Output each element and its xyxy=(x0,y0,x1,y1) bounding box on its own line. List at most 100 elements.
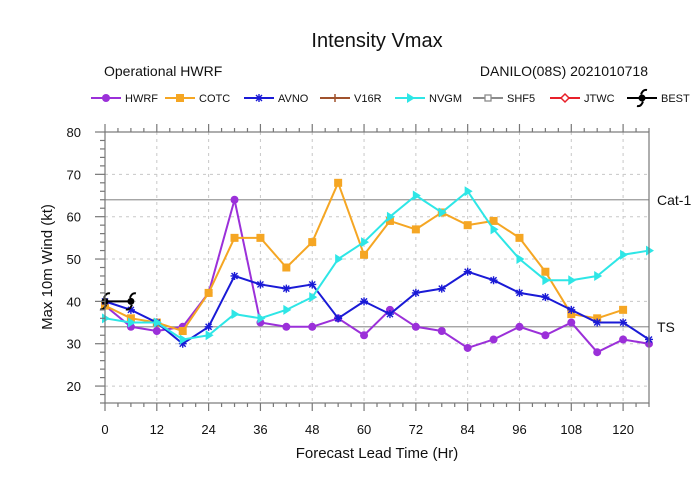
data-point-hwrf xyxy=(463,343,472,352)
data-point-cotc xyxy=(230,233,239,242)
legend-item-cotc: COTC xyxy=(165,93,230,105)
legend-label-cotc: COTC xyxy=(199,93,230,105)
data-point-nvgm xyxy=(102,313,110,324)
data-point-avno xyxy=(489,276,498,285)
data-point-nvgm xyxy=(412,190,421,201)
x-tick-label: 36 xyxy=(253,422,267,437)
y-tick-label: 70 xyxy=(67,167,81,182)
y-axis-label: Max 10m Wind (kt) xyxy=(39,204,56,330)
data-point-nvgm xyxy=(620,249,629,260)
x-tick-label: 72 xyxy=(409,422,423,437)
plot-frame xyxy=(104,131,650,404)
legend-item-v16r: V16R xyxy=(320,93,382,105)
data-point-avno xyxy=(360,297,369,306)
y-tick-label: 60 xyxy=(67,210,81,225)
x-tick-label: 12 xyxy=(150,422,164,437)
data-point-nvgm xyxy=(231,309,240,320)
legend: HWRF COTC AVNO V16R NVGM SHF5 JTWC BEST xyxy=(91,88,690,108)
data-point-cotc xyxy=(463,221,472,230)
hurricane-eye xyxy=(127,297,135,305)
data-point-hwrf xyxy=(515,322,524,331)
legend-label-hwrf: HWRF xyxy=(125,93,158,105)
data-point-cotc xyxy=(204,288,213,297)
x-tick-label: 96 xyxy=(512,422,526,437)
legend-item-shf5: SHF5 xyxy=(473,93,535,105)
ref-label-cat-1: Cat-1 xyxy=(657,192,691,208)
y-tick-label: 20 xyxy=(67,379,81,394)
legend-item-nvgm: NVGM xyxy=(395,93,462,105)
data-point-cotc xyxy=(619,305,628,314)
data-point-avno xyxy=(463,267,472,276)
data-point-hwrf xyxy=(489,335,498,344)
data-point-cotc xyxy=(256,233,265,242)
hurricane-arm xyxy=(103,292,111,299)
data-point-cotc xyxy=(360,250,369,259)
data-point-avno xyxy=(619,318,628,327)
data-point-hwrf xyxy=(230,195,239,204)
legend-marker-hwrf xyxy=(102,94,110,102)
data-point-nvgm xyxy=(361,237,370,248)
data-point-nvgm xyxy=(568,275,577,286)
data-point-nvgm xyxy=(179,334,188,345)
chart-title: Intensity Vmax xyxy=(311,30,442,52)
data-point-nvgm xyxy=(257,313,266,324)
data-point-avno xyxy=(178,339,187,348)
y-tick-label: 40 xyxy=(67,294,81,309)
legend-label-avno: AVNO xyxy=(278,93,309,105)
data-point-nvgm xyxy=(309,292,318,303)
legend-marker-nvgm xyxy=(407,93,415,103)
data-point-nvgm xyxy=(646,245,654,256)
legend-label-best: BEST xyxy=(661,93,690,105)
data-point-avno xyxy=(126,305,135,314)
data-point-nvgm xyxy=(335,254,344,265)
data-point-hwrf xyxy=(360,331,369,340)
y-tick-label: 80 xyxy=(67,125,81,140)
data-point-best xyxy=(125,292,137,311)
data-point-hwrf xyxy=(567,318,576,327)
grid xyxy=(105,132,649,403)
axes: 0 12 24 36 48 60 72 84 96 108 120 20 30 40 50 60 70 80 xyxy=(67,124,650,437)
data-point-nvgm xyxy=(127,317,136,328)
legend-item-jtwc: JTWC xyxy=(550,92,615,105)
data-point-avno xyxy=(256,280,265,289)
data-point-cotc xyxy=(489,216,498,225)
series-line-avno xyxy=(104,270,650,345)
y-tick-label: 50 xyxy=(67,252,81,267)
data-point-hwrf xyxy=(152,327,161,336)
data-point-nvgm xyxy=(283,304,292,315)
data-point-cotc xyxy=(411,225,420,234)
legend-item-best: BEST xyxy=(627,88,690,108)
legend-marker-v16r xyxy=(331,94,339,102)
data-point-avno xyxy=(567,305,576,314)
legend-item-hwrf: HWRF xyxy=(91,93,158,105)
data-point-cotc xyxy=(593,314,602,323)
legend-label-nvgm: NVGM xyxy=(429,93,462,105)
data-point-hwrf xyxy=(282,322,291,331)
data-point-hwrf xyxy=(541,331,550,340)
data-point-cotc xyxy=(385,216,394,225)
y-tick-label: 30 xyxy=(67,337,81,352)
chart-subtitle-left: Operational HWRF xyxy=(104,63,222,79)
data-point-nvgm xyxy=(386,211,395,222)
data-point-avno xyxy=(204,322,213,331)
data-point-nvgm xyxy=(153,317,162,328)
data-point-cotc xyxy=(308,238,317,247)
data-point-nvgm xyxy=(542,275,551,286)
legend-label-jtwc: JTWC xyxy=(584,93,615,105)
legend-item-avno: AVNO xyxy=(244,93,309,105)
data-point-cotc xyxy=(541,267,550,276)
data-point-avno xyxy=(230,271,239,280)
legend-marker-shf5 xyxy=(484,94,492,102)
data-point-nvgm xyxy=(594,270,603,281)
series-cotc xyxy=(101,178,628,336)
series-line-nvgm xyxy=(104,190,650,341)
x-tick-label: 24 xyxy=(201,422,215,437)
data-point-cotc xyxy=(126,314,135,323)
hurricane-eye xyxy=(638,94,646,102)
x-tick-label: 84 xyxy=(460,422,474,437)
data-point-cotc xyxy=(515,233,524,242)
data-point-avno xyxy=(282,284,291,293)
series-line-hwrf xyxy=(104,198,650,354)
data-point-avno xyxy=(385,310,394,319)
data-point-avno xyxy=(437,284,446,293)
